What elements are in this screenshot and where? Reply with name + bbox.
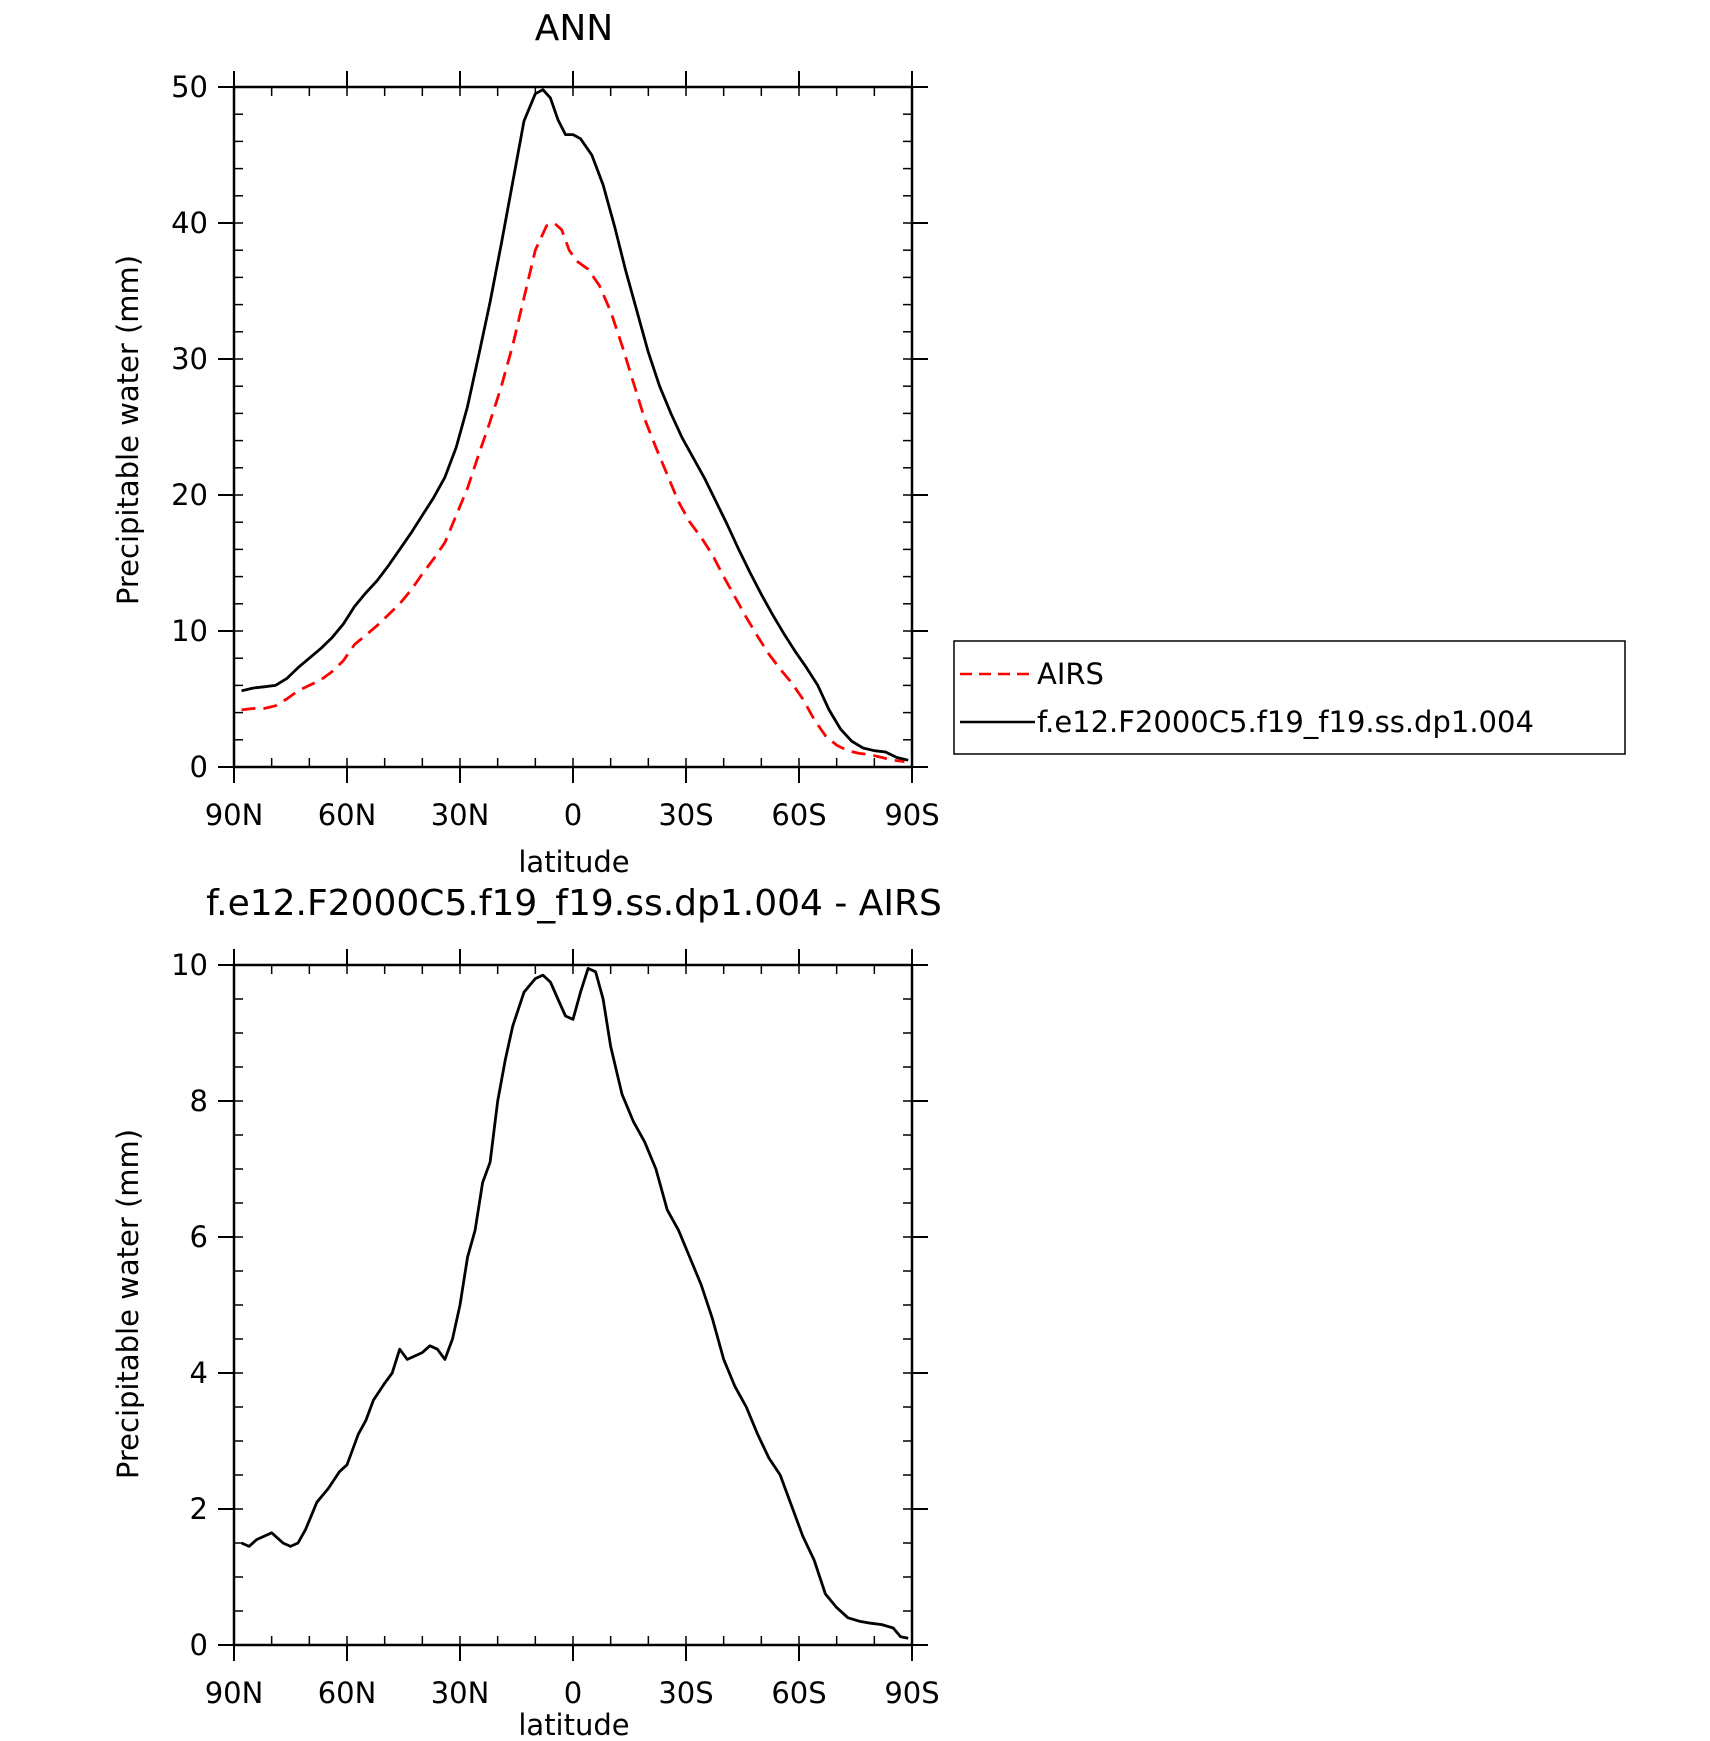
bottom-panel-frame [232,963,914,1647]
top-panel-x-tick-label: 0 [564,798,582,832]
top-panel-y-tick-label: 20 [171,478,208,512]
top-panel-x-tick-label: 60S [771,798,826,832]
top-panel-series-line-0 [241,221,905,763]
top-panel-y-tick-label: 0 [190,750,208,784]
top-panel-x-tick-label: 30N [431,798,490,832]
top-panel-y-tick-label: 30 [171,342,208,376]
legend: AIRS f.e12.F2000C5.f19_f19.ss.dp1.004 [953,640,1626,755]
top-panel-y-tick-label: 40 [171,206,208,240]
bottom-panel-x-tick-label: 30S [658,1676,713,1710]
top-panel-series-line-1 [241,88,909,762]
top-panel-plot-area: 0 10 20 30 40 50 90N 60N 30N 0 30S 60S 90S [171,70,940,832]
bottom-panel-x-tick-label: 0 [564,1676,582,1710]
bottom-panel-x-axis-label: latitude [518,1708,629,1741]
bottom-panel-y-axis-label: Precipitable water (mm) [111,1129,145,1479]
bottom-panel-y-tick-label: 6 [190,1220,208,1254]
bottom-panel-x-tick-label: 60N [318,1676,377,1710]
bottom-panel: f.e12.F2000C5.f19_f19.ss.dp1.004 - AIRS … [111,883,942,1741]
top-panel-x-tick-label: 30S [658,798,713,832]
top-panel: ANN 0 10 20 30 40 50 90N 60N 30N 0 30S 60S 90S latit… [111,8,940,879]
bottom-panel-x-tick-label: 30N [431,1676,490,1710]
legend-label-model: f.e12.F2000C5.f19_f19.ss.dp1.004 [1037,705,1534,739]
bottom-panel-y-tick-label: 0 [190,1628,208,1662]
top-panel-y-tick-label: 50 [171,70,208,104]
legend-box [953,640,1626,755]
bottom-panel-y-tick-label: 2 [190,1492,208,1526]
bottom-panel-y-tick-label: 10 [171,948,208,982]
top-panel-x-axis-label: latitude [518,845,629,879]
top-panel-x-tick-label: 60N [318,798,377,832]
top-panel-y-axis-label: Precipitable water (mm) [111,255,145,605]
bottom-panel-x-tick-label: 90N [205,1676,264,1710]
top-panel-x-tick-label: 90S [884,798,939,832]
bottom-panel-x-tick-label: 90S [884,1676,939,1710]
bottom-panel-plot-area: 0 2 4 6 8 10 90N 60N 30N 0 30S 60S 90S [171,948,940,1710]
legend-label-airs: AIRS [1037,657,1104,691]
bottom-panel-series-line-0 [240,967,909,1640]
top-panel-frame [232,85,914,769]
bottom-panel-y-tick-label: 4 [190,1356,208,1390]
top-panel-x-tick-label: 90N [205,798,264,832]
top-panel-y-tick-label: 10 [171,614,208,648]
bottom-panel-y-tick-label: 8 [190,1084,208,1118]
bottom-panel-x-tick-label: 60S [771,1676,826,1710]
top-panel-title: ANN [535,8,614,49]
bottom-panel-title: f.e12.F2000C5.f19_f19.ss.dp1.004 - AIRS [206,883,942,924]
